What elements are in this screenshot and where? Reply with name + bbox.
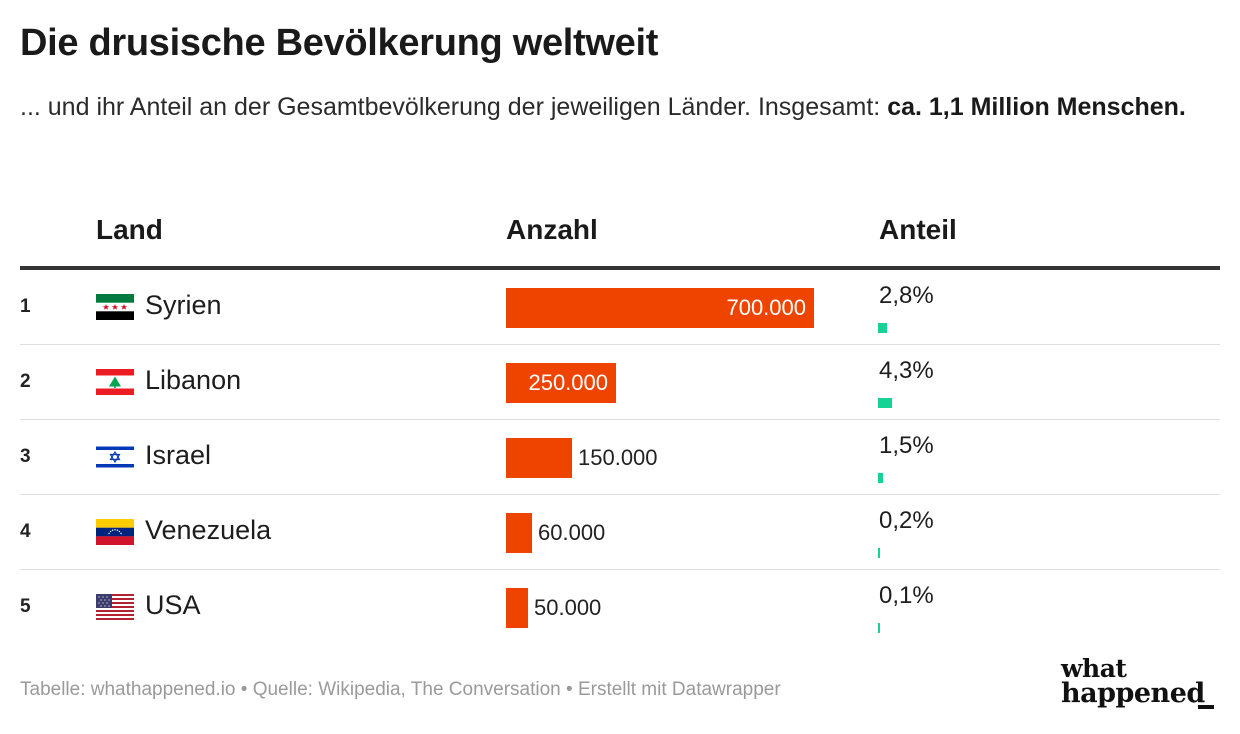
- count-label: 150.000: [578, 445, 658, 470]
- country-name: USA: [145, 590, 201, 620]
- row-rank: 3: [20, 446, 31, 467]
- row-rank: 2: [20, 371, 31, 392]
- share-bar: [878, 323, 887, 333]
- logo-line-1: what: [1061, 654, 1127, 683]
- share-label: 0,2%: [879, 507, 934, 534]
- count-label: 60.000: [538, 520, 606, 545]
- venezuela-flag-icon: [96, 519, 134, 545]
- column-header-land[interactable]: Land: [96, 214, 163, 245]
- share-bar: [878, 548, 880, 558]
- count-label: 50.000: [534, 595, 602, 620]
- count-label: 700.000: [726, 295, 806, 320]
- share-bar: [878, 623, 880, 633]
- syria-flag-icon: [96, 294, 134, 320]
- share-label: 2,8%: [879, 282, 934, 309]
- column-header-anzahl[interactable]: Anzahl: [506, 214, 598, 245]
- count-label: 250.000: [528, 370, 608, 395]
- country-name: Israel: [145, 440, 212, 470]
- table-row: 1 Syrien 700.000 2,8%: [20, 270, 1220, 345]
- table-header: Land Anzahl Anteil: [20, 196, 1220, 270]
- count-bar: [506, 513, 532, 553]
- count-bar: [506, 438, 572, 478]
- count-bar: [506, 288, 814, 328]
- usa-flag-icon: [96, 594, 134, 620]
- whathappened-logo: what happened: [1061, 654, 1221, 716]
- data-table: Land Anzahl Anteil 1 Syrien 700.000 2,8% 2 Li…: [20, 196, 1220, 644]
- israel-flag-icon: [96, 444, 134, 470]
- country-name: Venezuela: [145, 515, 272, 545]
- table-row: 3 Israel 150.000 1,5%: [20, 420, 1220, 495]
- country-name: Syrien: [145, 290, 222, 320]
- lebanon-flag-icon: [96, 369, 134, 395]
- country-name: Libanon: [145, 365, 242, 395]
- chart-title: Die drusische Bevölkerung weltweit: [20, 22, 659, 64]
- table-row: 2 Libanon 250.000 4,3%: [20, 345, 1220, 420]
- logo-line-2: happened: [1061, 678, 1205, 709]
- subtitle-text: ... und ihr Anteil an der Gesamtbevölker…: [20, 93, 888, 121]
- share-label: 4,3%: [879, 357, 934, 384]
- table-body: 1 Syrien 700.000 2,8% 2 Libanon 250.000 4,3% 3 Is…: [20, 270, 1220, 644]
- row-rank: 1: [20, 296, 31, 317]
- share-bar: [878, 473, 883, 483]
- footer-credits: Tabelle: whathappened.io • Quelle: Wikip…: [20, 679, 781, 700]
- logo-cursor-mark: [1198, 705, 1214, 709]
- count-bar: [506, 588, 528, 628]
- table-row: 5 USA 50.000 0,1%: [20, 570, 1220, 644]
- table-row: 4 Venezuela 60.000 0,2%: [20, 495, 1220, 570]
- count-bar: [506, 363, 616, 403]
- share-bar: [878, 398, 892, 408]
- subtitle-total: ca. 1,1 Million Menschen.: [887, 93, 1186, 121]
- row-rank: 4: [20, 521, 31, 542]
- share-label: 0,1%: [879, 582, 934, 609]
- column-header-anteil[interactable]: Anteil: [879, 214, 957, 245]
- chart-subtitle: ... und ihr Anteil an der Gesamtbevölker…: [20, 90, 1210, 124]
- row-rank: 5: [20, 596, 31, 617]
- share-label: 1,5%: [879, 432, 934, 459]
